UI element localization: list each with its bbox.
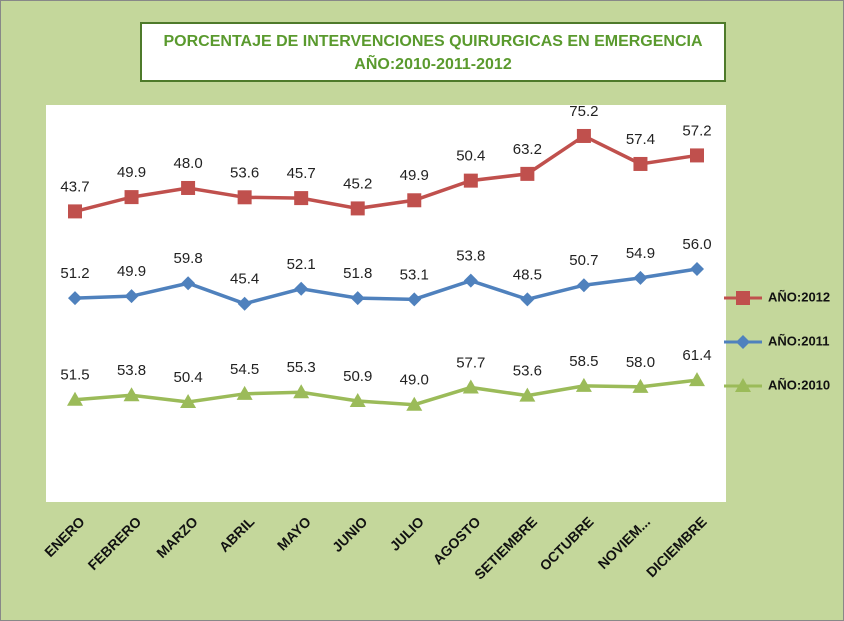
marker [736, 335, 750, 349]
data-label: 48.0 [173, 155, 202, 172]
data-label: 53.1 [400, 266, 429, 283]
marker [463, 273, 478, 288]
marker [633, 156, 648, 171]
marker [519, 387, 536, 402]
marker [576, 128, 591, 143]
data-label: 55.3 [287, 359, 316, 376]
title-box [140, 22, 726, 82]
marker [520, 292, 535, 307]
marker [690, 148, 704, 163]
data-label: 49.9 [400, 167, 429, 184]
data-label: 57.7 [456, 354, 485, 371]
data-label: 51.8 [343, 265, 372, 282]
data-label: 53.6 [230, 164, 259, 181]
data-label: 50.4 [173, 369, 202, 386]
marker [123, 387, 140, 402]
chart-title: PORCENTAJE DE INTERVENCIONES QUIRURGICAS… [163, 33, 702, 50]
marker [68, 291, 82, 306]
marker [350, 201, 365, 216]
data-label: 59.8 [173, 250, 202, 267]
marker [576, 278, 591, 293]
data-label: 51.5 [60, 367, 89, 384]
series-line [74, 378, 698, 407]
plot-area [46, 105, 726, 502]
data-label: 75.2 [569, 103, 598, 120]
data-label: 57.4 [626, 131, 655, 148]
marker [181, 180, 196, 195]
marker [406, 396, 423, 411]
data-label: 52.1 [287, 256, 316, 273]
marker [689, 372, 705, 387]
marker [294, 281, 309, 296]
marker [735, 378, 751, 392]
marker [349, 392, 366, 407]
legend-label: AÑO:2010 [768, 377, 830, 392]
data-label: 48.5 [513, 266, 542, 283]
marker [632, 378, 649, 393]
legend-label: AÑO:2011 [768, 333, 829, 348]
data-label: 49.9 [117, 164, 146, 181]
marker [67, 391, 83, 406]
data-label: 51.2 [60, 265, 89, 282]
data-label: 53.8 [117, 362, 146, 379]
data-label: 53.8 [456, 248, 485, 265]
marker [350, 291, 365, 306]
legend-label: AÑO:2012 [768, 289, 830, 304]
marker [237, 296, 252, 311]
marker [293, 384, 310, 399]
marker [463, 173, 478, 188]
marker [520, 166, 535, 181]
marker [407, 193, 422, 208]
marker [294, 191, 309, 206]
marker [124, 190, 139, 205]
data-label: 45.7 [287, 165, 316, 182]
data-label: 50.7 [569, 252, 598, 269]
data-label: 45.2 [343, 175, 372, 192]
data-label: 58.0 [626, 354, 655, 371]
marker [68, 204, 82, 219]
marker [124, 289, 139, 304]
marker [407, 292, 422, 307]
marker [633, 270, 648, 285]
data-label: 58.5 [569, 353, 598, 370]
data-label: 50.9 [343, 368, 372, 385]
marker [237, 190, 252, 205]
series-line [74, 267, 698, 306]
data-label: 53.6 [513, 363, 542, 380]
marker [236, 385, 253, 400]
marker [181, 276, 196, 291]
data-label: 61.4 [682, 347, 711, 364]
data-label: 56.0 [682, 236, 711, 253]
marker [690, 261, 704, 276]
data-label: 57.2 [682, 122, 711, 139]
data-label: 45.4 [230, 271, 259, 288]
data-label: 50.4 [456, 148, 485, 165]
data-label: 63.2 [513, 141, 542, 158]
series-line [74, 133, 698, 214]
marker [180, 393, 197, 408]
marker [575, 377, 592, 392]
data-label: 49.9 [117, 263, 146, 280]
marker [736, 291, 750, 305]
data-label: 49.0 [400, 372, 429, 389]
data-label: 43.7 [60, 178, 89, 195]
chart-subtitle: AÑO:2010-2011-2012 [354, 53, 512, 73]
data-label: 54.5 [230, 361, 259, 378]
data-label: 54.9 [626, 245, 655, 262]
marker [462, 379, 479, 394]
